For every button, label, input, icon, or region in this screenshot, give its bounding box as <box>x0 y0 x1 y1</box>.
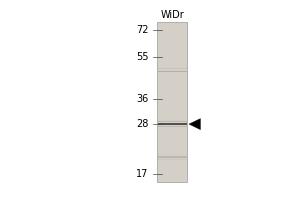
Bar <box>158 22 188 182</box>
Text: 72: 72 <box>136 25 148 35</box>
Text: 28: 28 <box>136 119 148 129</box>
Text: 55: 55 <box>136 52 148 62</box>
Text: 36: 36 <box>136 94 148 104</box>
Text: WiDr: WiDr <box>160 10 184 20</box>
Polygon shape <box>189 119 200 130</box>
Text: 17: 17 <box>136 169 148 179</box>
